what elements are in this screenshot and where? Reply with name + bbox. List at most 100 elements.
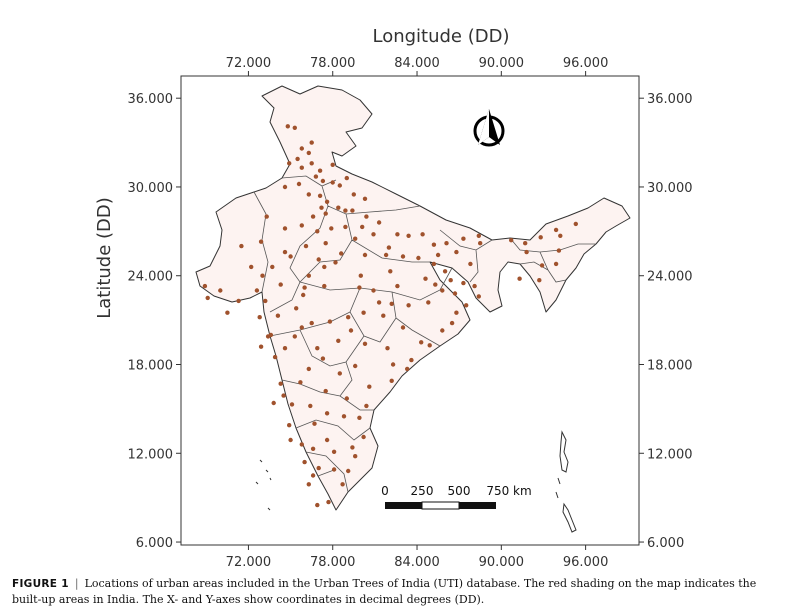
urban-area-point: [312, 421, 317, 426]
scale-label-750: 750 km: [486, 484, 531, 498]
urban-area-point: [385, 346, 390, 351]
urban-area-point: [263, 298, 268, 304]
urban-area-point: [449, 320, 455, 326]
urban-area-point: [218, 288, 223, 293]
urban-area-point: [282, 226, 288, 231]
urban-area-point: [302, 459, 307, 465]
urban-area-point: [523, 241, 528, 246]
y-tick-label-left: 6.000: [136, 536, 173, 551]
urban-area-point: [298, 380, 303, 385]
scale-label-250: 250: [411, 484, 434, 498]
urban-area-point: [350, 445, 355, 450]
x-tick-label-bottom: 90.000: [479, 555, 525, 570]
urban-area-point: [257, 315, 262, 320]
urban-area-point: [287, 423, 292, 428]
figure-caption: FIGURE 1 | Locations of urban areas includ…: [12, 576, 782, 608]
scale-bar: 0 250 500 750 km: [381, 484, 532, 510]
urban-area-point: [454, 249, 459, 255]
y-tick-label-left: 12.000: [128, 447, 174, 462]
scale-segment-3: [459, 502, 496, 509]
urban-area-point: [282, 346, 288, 351]
urban-area-point: [383, 252, 389, 258]
urban-area-point: [558, 233, 563, 238]
urban-area-point: [360, 224, 365, 230]
x-tick-label-bottom: 72.000: [226, 555, 272, 570]
y-tick-label-left: 36.000: [128, 92, 174, 107]
urban-area-point: [454, 310, 459, 315]
urban-area-point: [324, 199, 330, 204]
lakshadweep-islands: [255, 459, 272, 511]
urban-area-point: [327, 319, 333, 324]
urban-area-point: [282, 249, 288, 255]
urban-area-point: [339, 251, 344, 256]
urban-area-point: [426, 300, 431, 305]
x-tick-label-top: 96.000: [563, 56, 609, 71]
urban-area-point: [361, 310, 366, 315]
x-tick-label-bottom: 78.000: [310, 555, 356, 570]
urban-area-point: [461, 236, 466, 241]
y-tick-label-right: 12.000: [647, 447, 693, 462]
urban-area-point: [299, 325, 304, 330]
urban-area-point: [260, 273, 265, 278]
x-tick-label-bottom: 96.000: [563, 555, 609, 570]
urban-area-point: [468, 261, 473, 267]
urban-area-point: [316, 465, 321, 471]
urban-area-point: [556, 248, 562, 253]
north-arrow-icon: [473, 109, 505, 147]
x-tick-label-bottom: 84.000: [394, 555, 440, 570]
urban-area-point: [326, 499, 331, 505]
urban-area-point: [350, 208, 355, 213]
urban-area-point: [344, 396, 349, 401]
urban-area-point: [315, 502, 320, 508]
urban-area-point: [348, 328, 354, 333]
urban-area-point: [517, 276, 522, 281]
caption-text: Locations of urban areas included in the…: [12, 577, 757, 606]
urban-area-point: [509, 238, 514, 243]
urban-area-point: [281, 393, 286, 398]
urban-area-point: [275, 313, 281, 318]
urban-area-point: [353, 236, 358, 241]
urban-area-point: [364, 403, 369, 409]
urban-area-point: [319, 205, 324, 210]
urban-area-point: [299, 146, 304, 151]
urban-area-point: [236, 298, 241, 304]
urban-area-point: [315, 346, 320, 351]
urban-area-point: [435, 252, 441, 258]
urban-area-point: [343, 224, 348, 230]
y-tick-label-right: 36.000: [647, 92, 693, 107]
caption-label: FIGURE 1: [12, 578, 69, 590]
urban-area-point: [295, 156, 300, 162]
urban-area-point: [287, 161, 292, 166]
urban-area-point: [322, 283, 327, 289]
urban-area-point: [367, 384, 372, 389]
urban-area-point: [340, 482, 345, 487]
urban-area-point: [539, 263, 545, 268]
urban-area-point: [306, 273, 311, 278]
urban-area-point: [289, 402, 295, 407]
urban-area-point: [476, 233, 481, 238]
urban-area-point: [371, 288, 376, 293]
urban-area-point: [353, 363, 358, 369]
urban-area-point: [362, 196, 368, 201]
urban-area-point: [357, 285, 362, 290]
urban-area-point: [351, 192, 356, 197]
urban-area-point: [386, 245, 392, 250]
urban-area-point: [313, 174, 319, 179]
urban-area-point: [409, 357, 414, 363]
x-tick-label-top: 78.000: [310, 56, 356, 71]
urban-area-point: [296, 181, 302, 187]
urban-area-points: [202, 124, 578, 508]
urban-area-point: [324, 437, 330, 443]
urban-area-point: [306, 192, 311, 197]
urban-area-point: [331, 449, 337, 454]
urban-area-point: [376, 220, 382, 225]
urban-area-point: [346, 315, 351, 320]
urban-area-point: [376, 300, 382, 305]
urban-area-point: [330, 162, 335, 167]
urban-area-point: [265, 334, 271, 339]
urban-area-point: [420, 232, 425, 237]
urban-area-point: [452, 291, 458, 296]
urban-area-point: [395, 283, 400, 289]
urban-area-point: [323, 211, 328, 216]
